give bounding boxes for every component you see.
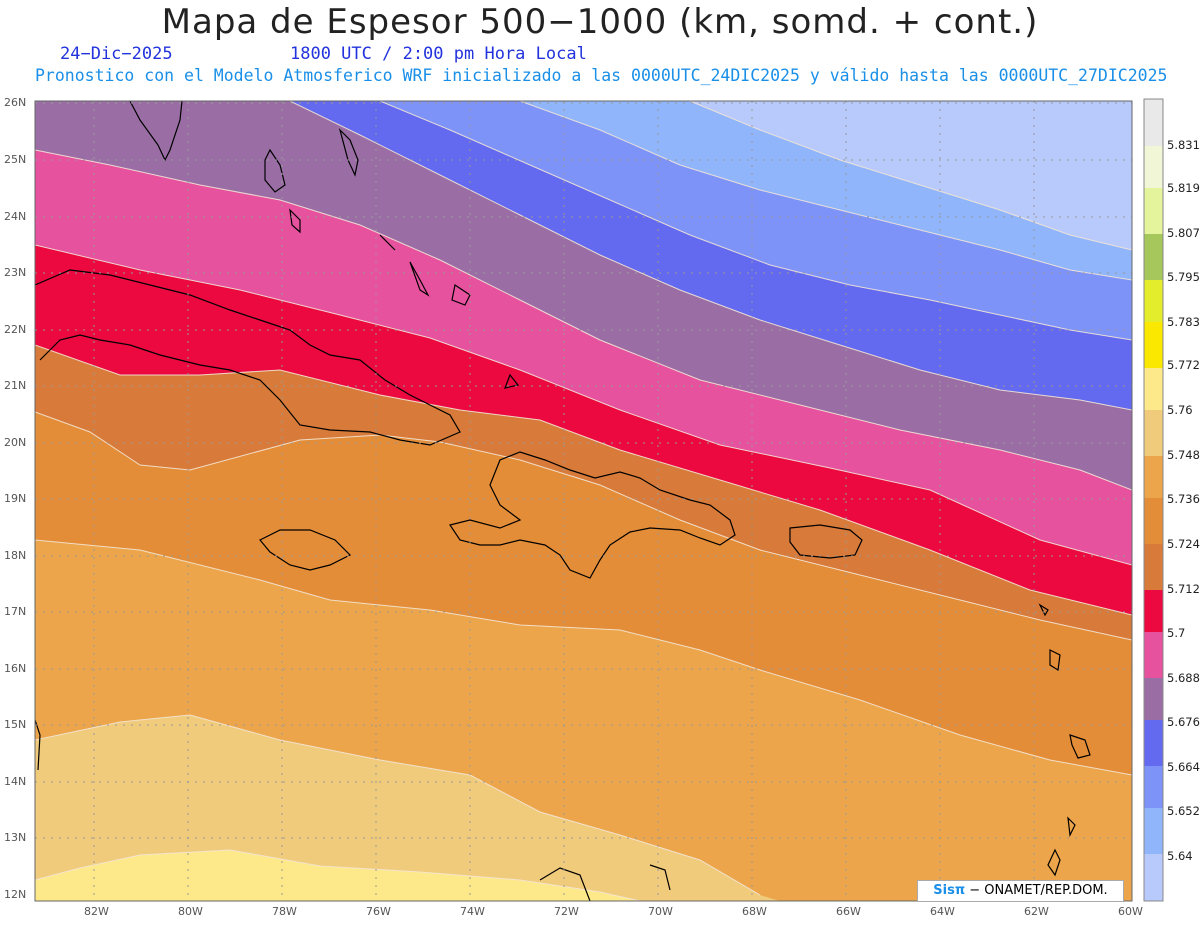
lat-label: 23N [4,266,27,279]
jamaica-coast [259,529,352,571]
sispi-logo: Sisπ [933,883,966,898]
puerto-rico-coast [789,524,863,559]
forecast-date: 24−Dic−2025 [60,44,173,64]
lat-label: 22N [4,323,27,336]
colorbar-label: 5.652 [1167,804,1200,818]
lat-label: 25N [4,153,27,166]
lon-label: 66W [836,905,861,918]
colorbar-label: 5.772 [1167,358,1200,372]
colorbar-swatch-8 [1144,410,1163,456]
bahamas-coast [264,148,286,193]
lat-label: 13N [4,831,27,844]
colorbar-swatch-13 [1144,632,1163,678]
lat-label: 21N [4,379,27,392]
valid-time: 1800 UTC / 2:00 pm Hora Local [290,44,587,64]
lat-label: 16N [4,662,27,675]
lon-label: 74W [460,905,485,918]
colorbar-label: 5.748 [1167,448,1200,462]
colorbar-swatch-5 [1144,280,1163,322]
colorbar-swatch-4 [1144,234,1163,280]
colorbar [1143,98,1164,902]
lat-label: 26N [4,96,27,109]
colorbar-label: 5.795 [1167,270,1200,284]
colorbar-swatch-1 [1144,99,1163,146]
lon-label: 68W [742,905,767,918]
colorbar-label: 5.664 [1167,760,1200,774]
lon-label: 76W [366,905,391,918]
colorbar-label: 5.712 [1167,582,1200,596]
colorbar-swatch-14 [1144,678,1163,720]
thickness-bands [35,101,1132,901]
colorbar-swatch-11 [1144,544,1163,590]
colorbar-swatch-17 [1144,808,1163,854]
colorbar-label: 5.724 [1167,537,1200,551]
hispaniola-coast [449,451,736,579]
lat-label: 20N [4,436,27,449]
colorbar-label: 5.688 [1167,671,1200,685]
colorbar-swatch-9 [1144,456,1163,498]
colorbar-swatch-16 [1144,766,1163,808]
lon-label: 80W [178,905,203,918]
map-title: Mapa de Espesor 500−1000 (km, somd. + co… [161,2,1039,42]
colorbar-label: 5.807 [1167,226,1200,240]
colorbar-swatch-7 [1144,368,1163,410]
forecast-note: Pronostico con el Modelo Atmosferico WRF… [35,66,1168,85]
lon-label: 78W [272,905,297,918]
lon-label: 82W [84,905,109,918]
lat-label: 15N [4,718,27,731]
colorbar-label: 5.76 [1167,403,1193,417]
lat-label: 14N [4,775,27,788]
lat-label: 17N [4,605,27,618]
colorbar-swatch-10 [1144,498,1163,544]
colorbar-label: 5.819 [1167,181,1200,195]
colorbar-label: 5.676 [1167,715,1200,729]
colorbar-label: 5.7 [1167,626,1186,640]
credit-org: − ONAMET/REP.DOM. [965,883,1108,898]
lon-label: 60W [1118,905,1143,918]
colorbar-swatch-12 [1144,590,1163,632]
lon-label: 62W [1024,905,1049,918]
lon-label: 72W [554,905,579,918]
colorbar-swatch-18 [1144,854,1163,901]
colorbar-swatch-2 [1144,146,1163,188]
colorbar-swatch-15 [1144,720,1163,766]
colorbar-label: 5.783 [1167,315,1200,329]
band-5628 [690,101,1132,250]
lon-label: 64W [930,905,955,918]
map-frame [34,100,1133,902]
colorbar-label: 5.64 [1167,849,1193,863]
lon-label: 70W [648,905,673,918]
grid-lines [35,101,1132,901]
coastlines [35,101,1091,901]
lat-label: 24N [4,210,27,223]
contour-lines [35,101,1132,901]
band-5760b [35,850,640,901]
colorbar-label: 5.831 [1167,138,1200,152]
cuba-coast [35,269,461,446]
colorbar-swatch-6 [1144,322,1163,368]
credit-box: Sisπ − ONAMET/REP.DOM. [917,880,1124,902]
colorbar-swatch-3 [1144,188,1163,234]
lat-label: 19N [4,492,27,505]
lat-label: 12N [4,888,27,901]
lat-label: 18N [4,549,27,562]
colorbar-label: 5.736 [1167,492,1200,506]
